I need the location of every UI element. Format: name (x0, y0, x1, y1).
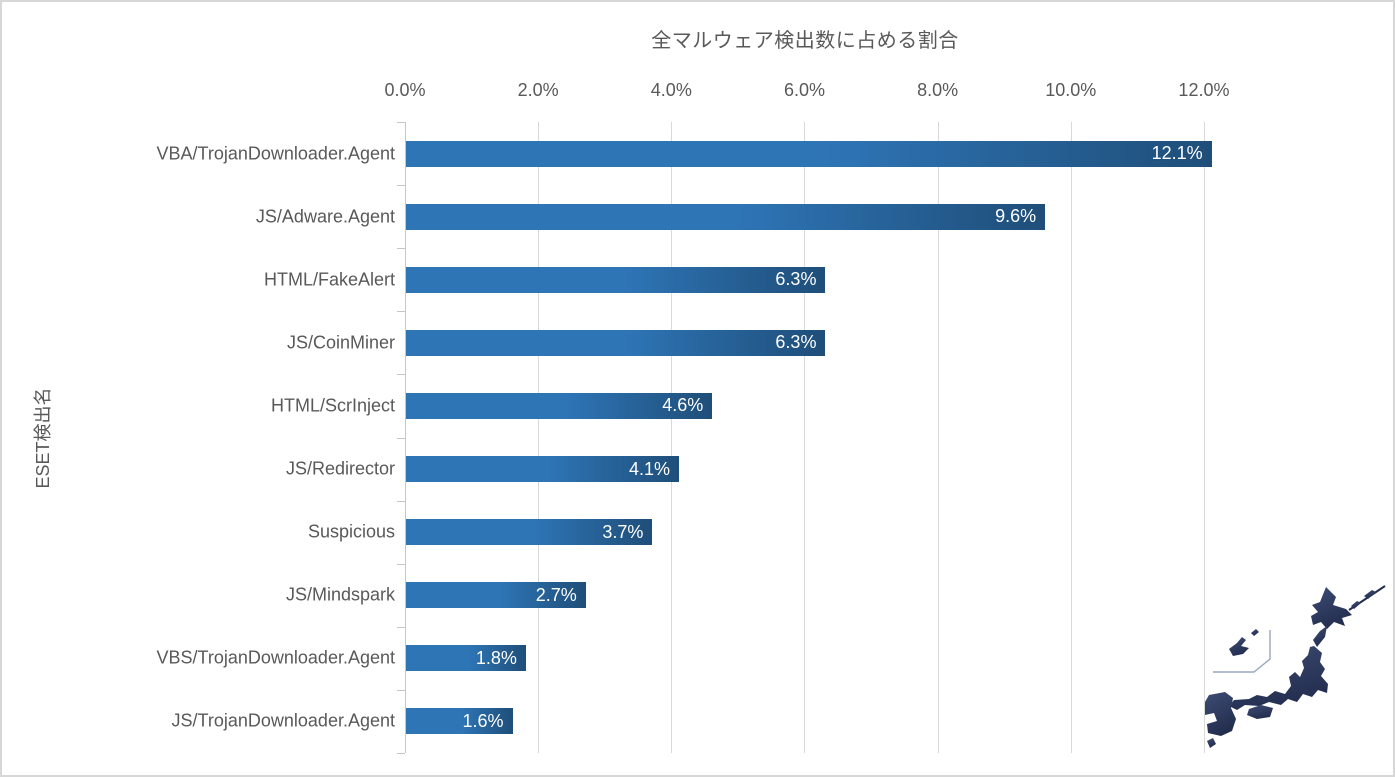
gridline (1070, 122, 1072, 753)
axis-tick (397, 374, 405, 375)
bar-value-label: 12.1% (1151, 143, 1203, 164)
bar-value-label: 4.1% (628, 458, 670, 479)
bar-value-label: 2.7% (535, 584, 577, 605)
axis-tick (397, 122, 405, 123)
x-tick-label: 4.0% (650, 80, 692, 100)
plot-area: 12.1% 9.6% 6.3% 6.3% 4.6% 4.1% 3.7% 2.7% 1.8% 1.6… (397, 122, 1217, 754)
bar-value-label: 3.7% (602, 521, 644, 542)
axis-tick (397, 564, 405, 565)
bar-value-label: 6.3% (775, 269, 817, 290)
category-label: Suspicious (307, 521, 395, 542)
category-axis-line (405, 122, 406, 753)
bar-value-label: 6.3% (775, 332, 817, 353)
bar: 12.1% (406, 140, 1212, 167)
x-tick-label: 6.0% (783, 80, 825, 100)
japan-map-icon (1205, 585, 1386, 748)
axis-tick (397, 690, 405, 691)
x-tick-label: 12.0% (1178, 80, 1230, 100)
axis-tick (397, 185, 405, 186)
bar: 1.8% (406, 645, 526, 672)
bar: 3.7% (406, 519, 653, 546)
bar: 6.3% (406, 329, 826, 356)
bar-value-label: 1.8% (475, 647, 517, 668)
x-tick-label: 10.0% (1045, 80, 1097, 100)
axis-tick (397, 501, 405, 502)
category-label: JS/Mindspark (285, 584, 395, 605)
bar-value-label: 4.6% (662, 395, 704, 416)
category-label: JS/Adware.Agent (255, 206, 395, 227)
bar: 9.6% (406, 203, 1046, 230)
bar: 6.3% (406, 266, 826, 293)
bar-value-label: 9.6% (995, 206, 1037, 227)
bar: 4.1% (406, 456, 679, 483)
category-label: HTML/FakeAlert (263, 269, 395, 290)
category-label: JS/TrojanDownloader.Agent (171, 710, 395, 731)
axis-tick (397, 248, 405, 249)
bar: 4.6% (406, 392, 713, 419)
x-tick-label: 0.0% (384, 80, 426, 100)
category-label: HTML/ScrInject (270, 395, 395, 416)
gridline (804, 122, 806, 753)
bar: 2.7% (406, 582, 586, 609)
x-tick-label: 8.0% (917, 80, 959, 100)
gridline (538, 122, 540, 753)
gridline (671, 122, 673, 753)
axis-tick (397, 753, 405, 754)
category-label: VBA/TrojanDownloader.Agent (156, 143, 395, 164)
category-label: JS/Redirector (285, 458, 395, 479)
chart-title: 全マルウェア検出数に占める割合 (651, 30, 959, 52)
axis-tick (397, 627, 405, 628)
gridline (937, 122, 939, 753)
category-label: JS/CoinMiner (286, 332, 395, 353)
bar-value-label: 1.6% (462, 710, 504, 731)
axis-tick (397, 311, 405, 312)
category-label: VBS/TrojanDownloader.Agent (156, 647, 395, 668)
gridline (1203, 122, 1205, 753)
axis-tick (397, 438, 405, 439)
bar: 1.6% (406, 708, 513, 735)
x-tick-label: 2.0% (517, 80, 559, 100)
